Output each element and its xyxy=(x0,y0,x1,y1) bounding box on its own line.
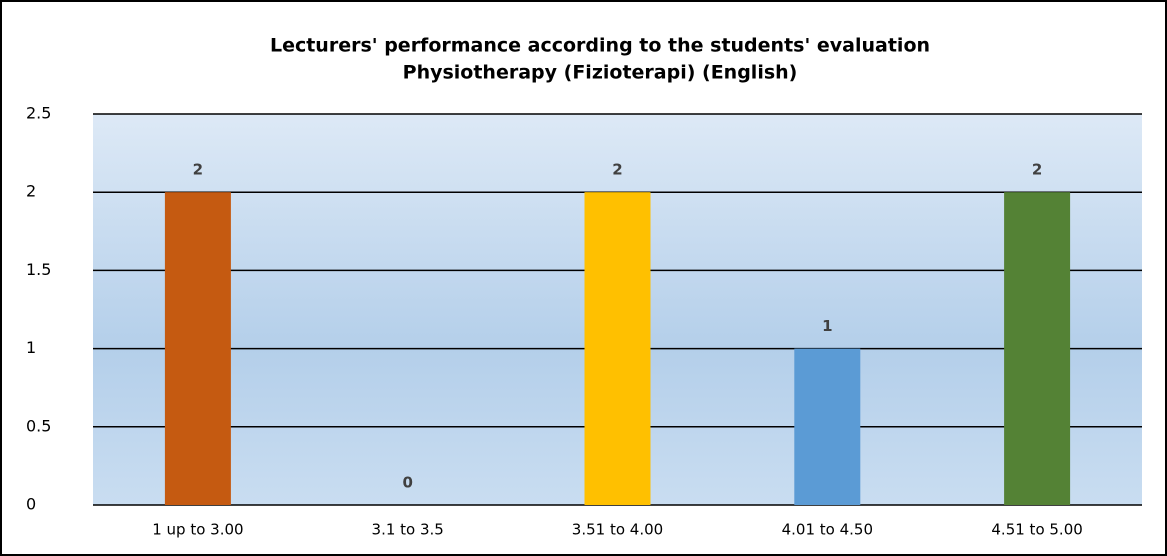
x-tick-label: 3.51 to 4.00 xyxy=(572,521,663,539)
y-tick-label: 1 xyxy=(26,338,36,357)
chart-title: Lecturers' performance according to the … xyxy=(270,35,930,57)
bar xyxy=(794,348,861,505)
data-label: 2 xyxy=(1032,161,1042,179)
data-label: 2 xyxy=(612,161,622,179)
y-tick-label: 0 xyxy=(26,495,36,514)
chart-subtitle: Physiotherapy (Fizioterapi) (English) xyxy=(403,62,798,84)
y-tick-label: 1.5 xyxy=(26,260,51,279)
bar xyxy=(1004,192,1071,505)
bar xyxy=(164,192,231,505)
y-tick-label: 0.5 xyxy=(26,416,51,435)
x-tick-label: 4.51 to 5.00 xyxy=(991,521,1082,539)
bar xyxy=(584,192,651,505)
y-tick-label: 2 xyxy=(26,182,36,201)
data-label: 0 xyxy=(402,474,412,492)
x-tick-label: 1 up to 3.00 xyxy=(152,521,243,539)
x-tick-label: 4.01 to 4.50 xyxy=(782,521,873,539)
x-tick-label: 3.1 to 3.5 xyxy=(372,521,444,539)
y-tick-label: 2.5 xyxy=(26,104,51,123)
data-label: 2 xyxy=(193,161,203,179)
data-label: 1 xyxy=(822,317,832,335)
